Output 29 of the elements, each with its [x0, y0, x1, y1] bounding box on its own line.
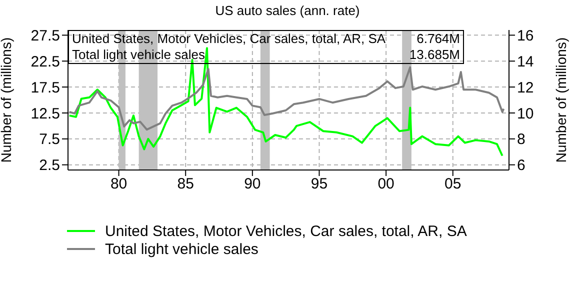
x-tick-label: 95: [310, 176, 328, 193]
y-tick-label: 27.5: [30, 28, 60, 45]
legend-label: United States, Motor Vehicles, Car sales, total, AR, SA: [105, 222, 467, 240]
y2-tick-label: 14: [517, 53, 534, 70]
y2-axis-title: Number of (millions): [552, 37, 569, 163]
annotation: 13.685M: [409, 47, 460, 63]
x-tick-label: 85: [177, 176, 194, 193]
x-tick-label: 00: [378, 176, 394, 193]
line-series: [68, 47, 504, 157]
annotation: 6.764M: [416, 31, 460, 47]
y-tick-label: 7.5: [39, 131, 60, 148]
legend-label: Total light vehicle sales: [105, 240, 258, 258]
y2-tick-label: 6: [517, 157, 526, 174]
y-tick-label: 12.5: [30, 105, 60, 122]
annotation: United States, Motor Vehicles, Car sales, total, AR, SA: [72, 31, 387, 47]
chart-title: US auto sales (ann. rate): [214, 3, 361, 18]
x-tick-label: 05: [444, 176, 462, 193]
y-tick-label: 22.5: [30, 53, 60, 70]
y2-tick-label: 12: [517, 79, 534, 96]
y-tick-label: 17.5: [30, 79, 60, 96]
y2-tick-label: 10: [517, 105, 534, 122]
x-tick-label: 90: [244, 176, 261, 193]
line-series: [68, 66, 505, 131]
x-tick-label: 80: [110, 176, 128, 193]
y2-tick-label: 16: [517, 28, 534, 45]
y2-tick-label: 8: [517, 131, 526, 148]
y-axis-title: Number of (millions): [0, 37, 14, 163]
y-tick-label: 2.5: [39, 157, 60, 174]
annotation: Total light vehicle sales: [72, 47, 206, 63]
